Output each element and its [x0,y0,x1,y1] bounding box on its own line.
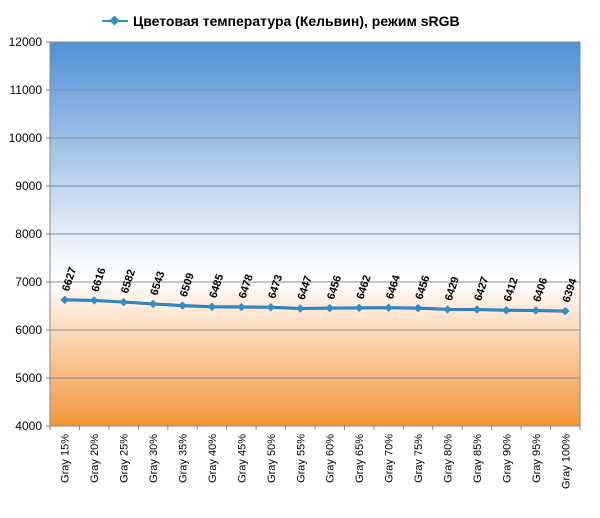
data-point [60,295,69,305]
x-tick-label: Gray 100% [560,434,572,489]
data-point [531,306,541,315]
x-tick-label: Gray 50% [266,434,278,483]
x-axis: Gray 15% Gray 20% Gray 25% Gray 30% Gray 35%… [49,426,581,489]
x-tick-label: Gray 35% [178,434,190,483]
y-tick-label: 6000 [15,323,42,337]
data-point [266,303,276,312]
x-tick-label: Gray 25% [119,434,131,483]
data-point [148,299,158,309]
x-tick-label: Gray 90% [501,434,513,483]
data-point [472,305,482,314]
x-tick-label: Gray 55% [295,434,307,483]
data-point [296,304,305,313]
series-line [64,298,566,313]
y-tick-label: 5000 [15,371,42,385]
x-tick-label: Gray 75% [413,434,425,483]
x-tick-label: Gray 65% [354,434,366,483]
data-point [178,301,187,310]
data-point [384,303,393,312]
x-tick-label: Gray 40% [207,434,219,483]
y-tick-label: 7000 [15,275,42,289]
x-tick-label: Gray 30% [148,434,160,483]
data-point [119,297,128,307]
data-point [325,303,334,313]
data-point [89,296,99,305]
x-tick-label: Gray 95% [531,434,543,483]
y-tick-label: 8000 [15,227,42,241]
x-tick-label: Gray 80% [443,434,455,483]
x-tick-label: Gray 45% [236,434,248,483]
y-tick-label: 12000 [9,35,43,49]
data-point [443,305,452,314]
x-tick-label: Gray 60% [325,434,337,483]
data-point [354,303,364,313]
y-axis: 4000 5000 6000 7000 8000 9000 10000 11000 12000 [9,35,50,433]
x-tick-label: Gray 20% [89,434,101,483]
y-tick-label: 11000 [10,83,43,97]
y-tick-label: 10000 [9,131,43,145]
x-tick-label: Gray 85% [472,434,484,483]
x-tick-label: Gray 15% [60,434,72,483]
x-tick-label: Gray 70% [384,434,396,483]
data-point [502,305,511,315]
data-point [207,302,217,311]
legend-label: Цветовая температура (Кельвин), режим sR… [133,13,460,29]
y-tick-label: 9000 [15,179,42,193]
data-point [561,306,570,316]
y-tick-label: 4000 [15,419,42,433]
data-point [237,302,246,312]
gridlines [50,89,580,379]
legend: Цветовая температура (Кельвин), режим sR… [102,13,460,29]
legend-diamond-icon [109,15,120,26]
data-point [413,303,423,313]
